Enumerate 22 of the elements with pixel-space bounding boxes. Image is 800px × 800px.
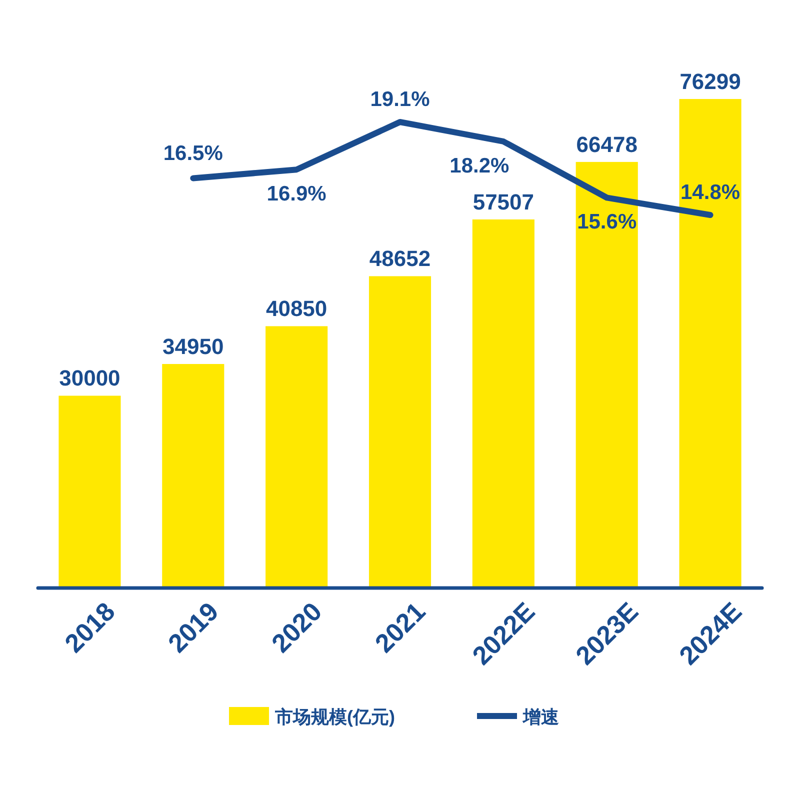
data-label: 16.5% bbox=[163, 142, 224, 166]
bar bbox=[58, 396, 121, 588]
data-label: 34950 bbox=[162, 334, 224, 360]
bar bbox=[162, 364, 224, 588]
legend-label: 增速 bbox=[522, 707, 560, 727]
bar bbox=[576, 162, 638, 588]
data-label: 48652 bbox=[369, 246, 431, 272]
bar bbox=[679, 99, 742, 588]
legend-label: 市场规模(亿元) bbox=[274, 707, 395, 727]
bar bbox=[266, 326, 328, 588]
data-label: 57507 bbox=[472, 189, 534, 214]
data-label: 14.8% bbox=[680, 181, 740, 204]
data-label: 15.6% bbox=[577, 210, 637, 234]
data-label: 19.1% bbox=[370, 88, 430, 111]
data-label: 66478 bbox=[576, 132, 638, 157]
data-label: 18.2% bbox=[450, 154, 510, 178]
bar bbox=[472, 219, 534, 588]
data-label: 40850 bbox=[266, 296, 328, 322]
bar bbox=[368, 276, 432, 588]
data-label: 76299 bbox=[680, 69, 741, 94]
data-label: 16.9% bbox=[266, 182, 327, 206]
data-label: 30000 bbox=[59, 366, 120, 391]
